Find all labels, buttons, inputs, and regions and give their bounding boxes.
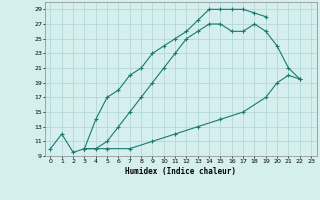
X-axis label: Humidex (Indice chaleur): Humidex (Indice chaleur) xyxy=(125,167,236,176)
